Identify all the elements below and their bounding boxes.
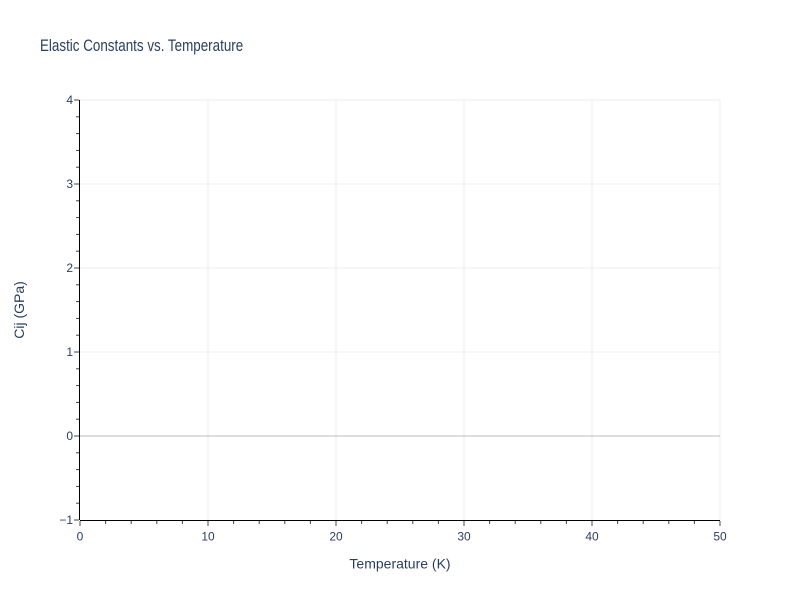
svg-text:Elastic Constants vs. Temperat: Elastic Constants vs. Temperature	[40, 37, 243, 56]
svg-text:Cij (GPa): Cij (GPa)	[11, 281, 27, 339]
svg-text:20: 20	[329, 529, 343, 543]
svg-text:4: 4	[66, 93, 73, 107]
svg-text:0: 0	[77, 529, 84, 543]
svg-text:2: 2	[66, 261, 73, 275]
svg-text:30: 30	[457, 529, 471, 543]
svg-text:10: 10	[201, 529, 215, 543]
svg-text:40: 40	[585, 529, 599, 543]
svg-text:Temperature (K): Temperature (K)	[349, 556, 450, 572]
svg-text:50: 50	[713, 529, 727, 543]
svg-text:−1: −1	[59, 513, 73, 527]
svg-text:0: 0	[66, 429, 73, 443]
svg-text:1: 1	[66, 345, 73, 359]
svg-text:3: 3	[66, 177, 73, 191]
